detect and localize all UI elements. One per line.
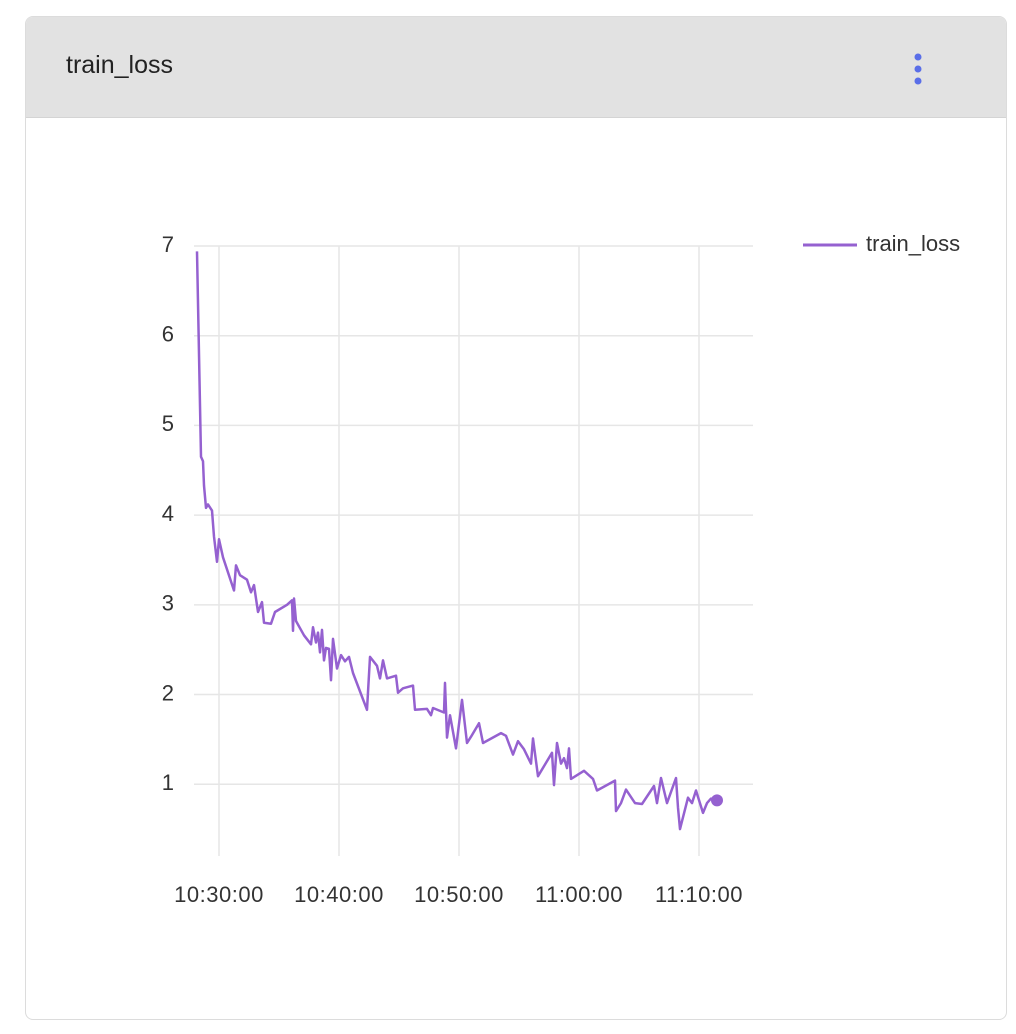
x-tick-label: 11:00:00	[535, 882, 623, 907]
y-tick-label: 2	[162, 680, 174, 705]
card-header: train_loss	[26, 17, 1006, 118]
x-tick-label: 10:30:00	[174, 882, 264, 907]
card: train_loss 1 2 3 4 5 6 7 10:30:00 10:40:00 10:50:…	[25, 16, 1007, 1020]
y-tick-label: 3	[162, 591, 174, 616]
legend-label: train_loss	[866, 231, 960, 256]
y-tick-label: 7	[162, 232, 174, 257]
card-title: train_loss	[66, 51, 173, 79]
chart: 1 2 3 4 5 6 7 10:30:00 10:40:00 10:50:00 11:00:00 1…	[162, 231, 960, 907]
menu-button[interactable]	[912, 53, 926, 89]
x-tick-label: 10:40:00	[294, 882, 384, 907]
series-line	[195, 251, 718, 831]
x-tick-label: 10:50:00	[414, 882, 504, 907]
y-tick-label: 5	[162, 411, 174, 436]
y-tick-label: 6	[162, 322, 174, 347]
y-tick-label: 4	[162, 501, 174, 526]
x-tick-label: 11:10:00	[655, 882, 743, 907]
y-tick-label: 1	[162, 770, 174, 795]
last-point	[711, 794, 723, 807]
